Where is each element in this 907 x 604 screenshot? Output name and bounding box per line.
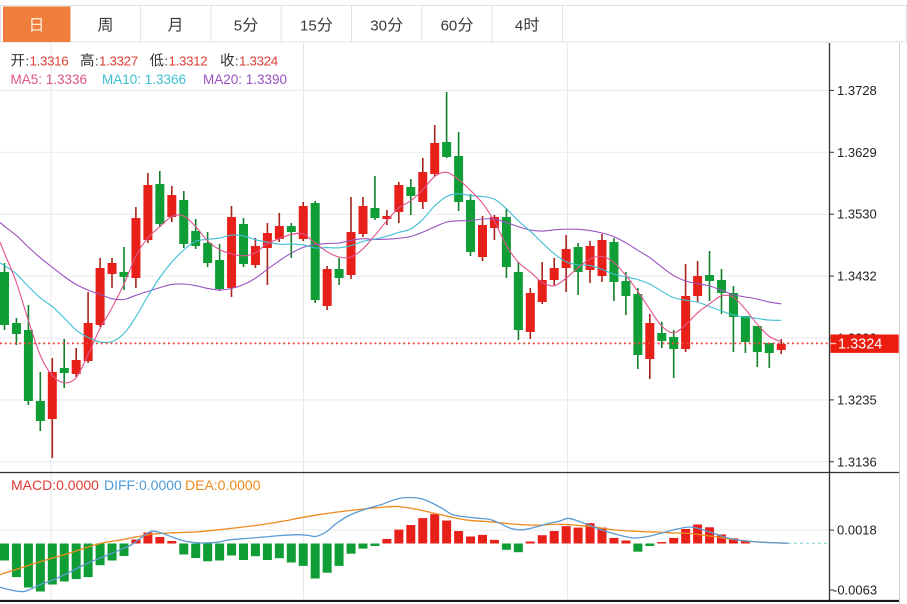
svg-text:MACD:0.0000: MACD:0.0000 [11,477,99,493]
svg-text:MA10: 1.3366: MA10: 1.3366 [102,72,186,87]
svg-text::: : [95,53,99,68]
svg-text:1.3136: 1.3136 [837,454,877,469]
svg-text::: : [165,53,169,68]
svg-text:1.3728: 1.3728 [837,83,877,98]
svg-text:1.3324: 1.3324 [239,53,278,68]
svg-text:MA20: 1.3390: MA20: 1.3390 [203,72,287,87]
svg-text:60: 60 [441,18,458,35]
svg-text:15: 15 [300,18,317,35]
svg-text:DIFF:0.0000: DIFF:0.0000 [104,477,182,493]
svg-text:30: 30 [370,18,387,35]
svg-text:1.3629: 1.3629 [837,145,877,160]
svg-text::: : [26,53,30,68]
svg-text:1.3235: 1.3235 [837,392,877,407]
svg-text:1.3316: 1.3316 [30,53,69,68]
svg-text:0.0018: 0.0018 [837,523,877,538]
svg-text:1.3312: 1.3312 [169,53,208,68]
svg-text:5: 5 [234,18,242,35]
svg-text:1.3432: 1.3432 [837,269,877,284]
svg-text:4: 4 [515,18,523,35]
svg-text:-0.0063: -0.0063 [833,583,877,598]
svg-text::: : [235,53,239,68]
svg-text:DEA:0.0000: DEA:0.0000 [185,477,261,493]
svg-text:1.3530: 1.3530 [837,207,877,222]
svg-text:MA5: 1.3336: MA5: 1.3336 [11,72,88,87]
svg-text:1.3327: 1.3327 [99,53,138,68]
svg-text:1.3324: 1.3324 [838,337,882,353]
